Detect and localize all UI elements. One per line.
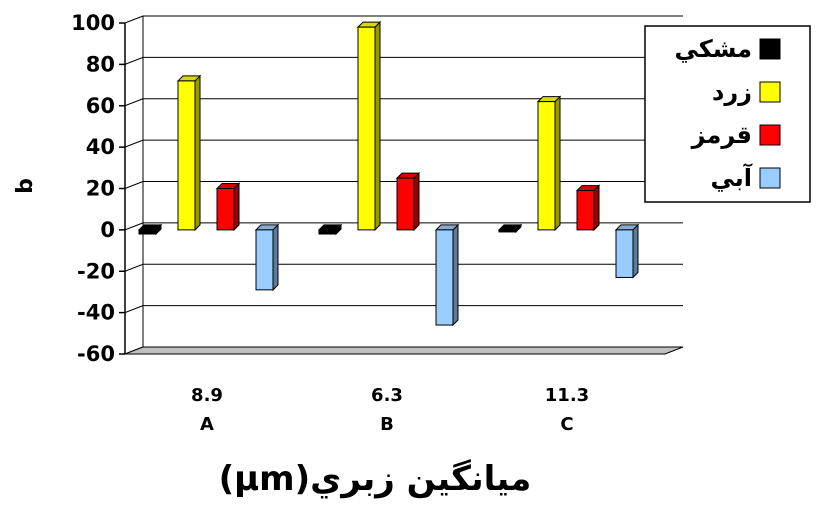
bar-side (233, 182, 240, 232)
category-letter-label: B (380, 414, 394, 435)
legend-swatch (759, 38, 781, 60)
bar (434, 223, 460, 327)
axes (124, 16, 684, 355)
category-value-label: 11.3 (545, 385, 589, 406)
bar (497, 223, 523, 234)
bar-front (537, 101, 556, 231)
bar (176, 74, 202, 232)
bar-side (374, 20, 381, 232)
gridline-side (124, 222, 144, 231)
legend-label: آبي (710, 163, 752, 192)
bar-side (194, 74, 201, 232)
x-axis-label: (µm)ميانگين زبري (219, 459, 532, 499)
bar-front (177, 80, 196, 231)
legend-swatch (759, 124, 781, 146)
category-value-label: 8.9 (191, 385, 223, 406)
bar (137, 223, 163, 236)
y-tick-label: 20 (86, 177, 115, 201)
y-axis-ticks: 100 80 60 40 20 0 -20 -40 -60 (71, 11, 125, 366)
category-letter-label: C (560, 414, 573, 435)
gridline-side (124, 15, 144, 24)
y-tick-label: -40 (77, 301, 115, 325)
y-tick-label: 0 (100, 218, 115, 242)
bar-front (615, 229, 634, 278)
bar (395, 171, 421, 232)
bar-front (255, 229, 274, 291)
gridline-side (124, 56, 144, 65)
bar-front (138, 229, 157, 235)
y-tick-label: 40 (86, 135, 115, 159)
bar (317, 223, 343, 236)
bar-front (318, 229, 337, 235)
legend-swatch (759, 167, 781, 189)
bar (254, 223, 280, 292)
bar-side (452, 223, 459, 327)
legend: مشكي زرد قرمز آبي (644, 25, 811, 203)
legend-item: آبي (710, 163, 781, 192)
bar-front (435, 229, 454, 326)
bar (356, 20, 382, 232)
bar-side (632, 223, 639, 279)
y-tick-label: 60 (86, 94, 115, 118)
bar-side (554, 95, 561, 232)
gridline-side (124, 263, 144, 272)
bar-front (357, 26, 376, 231)
x-axis-categories: 8.9 A 6.3 B 11.3 C (191, 385, 589, 435)
bar-side (413, 171, 420, 232)
gridline-side (124, 98, 144, 107)
chart-floor (124, 346, 684, 355)
category-letter-label: A (200, 414, 214, 435)
bar-front (216, 188, 235, 231)
legend-label: قرمز (691, 121, 752, 149)
bar-front (576, 190, 595, 231)
legend-item: مشكي (674, 35, 781, 63)
y-tick-label: -60 (77, 342, 115, 366)
bar (215, 182, 241, 232)
legend-item: زرد (712, 78, 781, 106)
bar (575, 184, 601, 232)
legend-box (644, 25, 811, 203)
bar (536, 95, 562, 232)
bar-side (593, 184, 600, 232)
bar-front (396, 177, 415, 231)
bar-front (498, 229, 517, 233)
category-value-label: 6.3 (371, 385, 403, 406)
y-tick-label: 80 (86, 52, 115, 76)
gridline-side (124, 305, 144, 314)
legend-label: زرد (712, 78, 752, 106)
gridline-side (124, 139, 144, 148)
gridline-side (124, 181, 144, 189)
legend-swatch (759, 81, 781, 103)
legend-label: مشكي (674, 35, 752, 63)
bar (614, 223, 640, 279)
y-tick-label: -20 (77, 259, 115, 283)
y-axis-label: b (13, 178, 38, 194)
bars (137, 20, 640, 327)
y-tick-label: 100 (71, 11, 115, 35)
legend-item: قرمز (691, 121, 781, 149)
bar-side (272, 223, 279, 292)
